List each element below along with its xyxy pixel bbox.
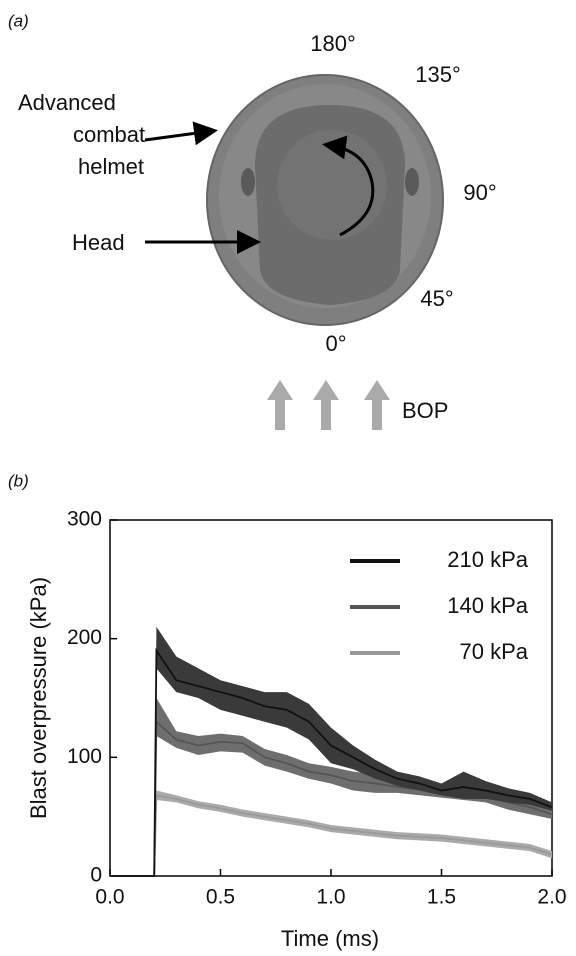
- angle-label: 0°: [325, 331, 346, 356]
- bop-arrows: [267, 380, 390, 430]
- panel-label: (b): [8, 471, 29, 490]
- x-tick-label: 2.0: [537, 886, 566, 909]
- panel-label: (a): [8, 11, 29, 30]
- line: [110, 647, 553, 877]
- y-tick-label: 200: [67, 626, 102, 649]
- x-tick-label: 1.5: [427, 886, 456, 909]
- helmet-label: combat: [73, 122, 145, 147]
- angle-label: 45°: [420, 286, 453, 311]
- line: [110, 794, 553, 877]
- x-tick-label: 1.0: [316, 886, 345, 909]
- helmet-label: Advanced: [18, 90, 116, 115]
- bop-label: BOP: [402, 398, 448, 423]
- pointer-arrow: [144, 121, 218, 146]
- helmet-label: helmet: [78, 154, 144, 179]
- angle-label: 135°: [415, 62, 461, 87]
- legend-label: 210 kPa: [447, 547, 528, 572]
- legend-label: 70 kPa: [460, 639, 529, 664]
- ear: [241, 168, 255, 196]
- plot-frame: [109, 519, 553, 877]
- y-tick-label: 300: [67, 508, 102, 531]
- y-tick-label: 0: [90, 864, 102, 887]
- y-tick-label: 100: [67, 745, 102, 768]
- band: [110, 626, 552, 876]
- x-tick-label: 0.0: [95, 886, 124, 909]
- head-label: Head: [72, 230, 125, 255]
- x-tick-label: 0.5: [206, 886, 235, 909]
- angle-label: 180°: [310, 31, 356, 56]
- ear: [405, 168, 419, 196]
- band: [110, 790, 552, 876]
- x-axis-label: Time (ms): [281, 926, 379, 951]
- legend-label: 140 kPa: [447, 593, 528, 618]
- rotation-arrow: [322, 135, 375, 237]
- y-axis-label: Blast overpressure (kPa): [26, 577, 51, 819]
- angle-label: 90°: [463, 180, 496, 205]
